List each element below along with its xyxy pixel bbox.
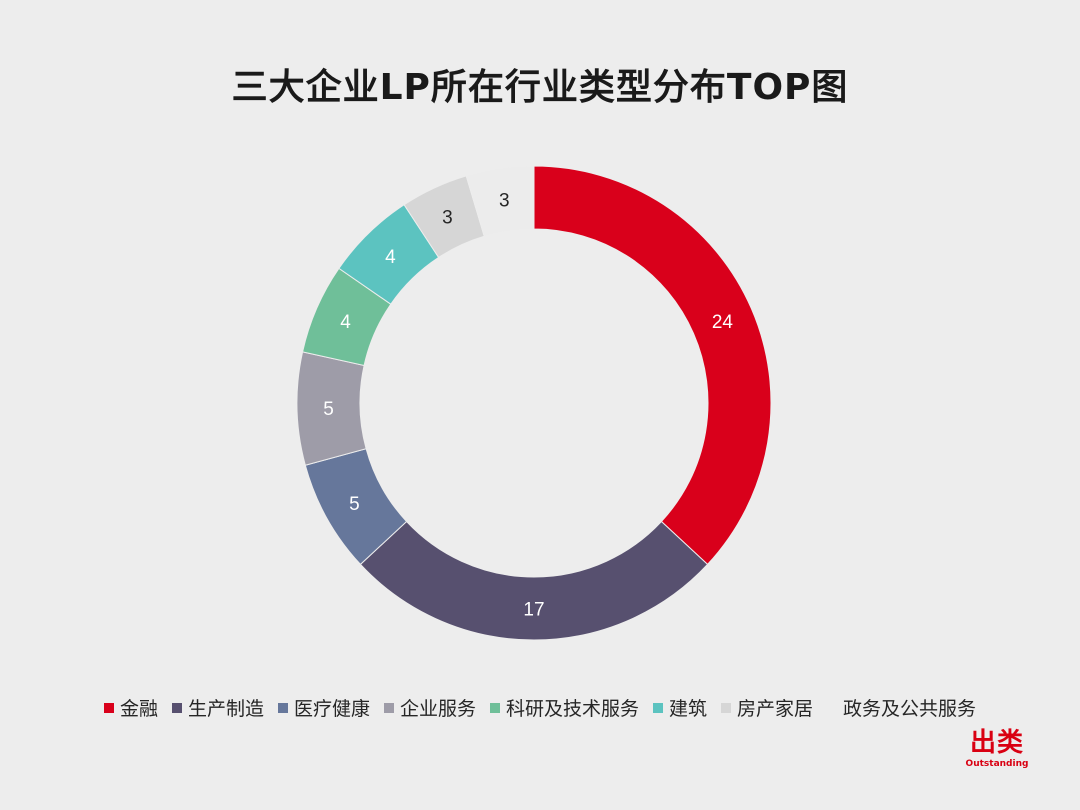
legend-swatch-3 — [383, 702, 394, 713]
legend-swatch-4 — [490, 702, 500, 713]
donut-slice-1 — [359, 520, 709, 641]
legend-item-3: 企业服务 — [383, 694, 476, 721]
brand-name-en: Outstanding — [965, 759, 1029, 769]
legend-label-2: 医疗健康 — [293, 698, 370, 720]
legend-label-0: 金融 — [119, 698, 158, 720]
legend-label-3: 企业服务 — [399, 698, 476, 720]
brand-name-cn: 出类 — [969, 728, 1024, 758]
legend-swatch-0 — [103, 702, 114, 713]
donut-slice-0 — [533, 165, 772, 566]
legend-label-5: 建筑 — [669, 698, 708, 720]
donut-slice-7 — [465, 165, 535, 237]
donut-data-label-7: 3 — [499, 191, 510, 212]
donut-data-label-3: 5 — [323, 399, 334, 420]
brand-logo: 出类 Outstanding — [962, 728, 1032, 770]
legend-swatch-1 — [171, 702, 182, 713]
legend-label-6: 房产家居 — [737, 698, 814, 720]
legend-swatch-7 — [827, 702, 838, 713]
legend-label-4: 科研及技术服务 — [506, 698, 640, 720]
donut-data-label-5: 4 — [385, 247, 396, 268]
legend-item-0: 金融 — [103, 694, 158, 721]
legend-swatch-5 — [653, 702, 664, 713]
legend-item-7: 政务及公共服务 — [827, 694, 976, 721]
donut-data-label-4: 4 — [340, 312, 351, 333]
donut-data-label-1: 17 — [523, 600, 544, 621]
legend-swatch-2 — [277, 702, 288, 713]
donut-data-label-0: 24 — [712, 312, 734, 333]
legend-item-2: 医疗健康 — [277, 694, 370, 721]
legend-item-4: 科研及技术服务 — [490, 694, 639, 721]
legend-swatch-6 — [721, 702, 732, 713]
chart-title: 三大企业LP所在行业类型分布TOP图 — [231, 67, 849, 108]
legend-label-1: 生产制造 — [187, 698, 264, 720]
legend-item-6: 房产家居 — [721, 694, 813, 721]
donut-data-label-6: 3 — [442, 208, 453, 229]
chart-legend: 金融 生产制造 医疗健康 企业服务 科研及技术服务 建筑 房产家居 政务及公共服务 — [0, 694, 1080, 721]
donut-data-label-2: 5 — [349, 494, 360, 515]
legend-label-7: 政务及公共服务 — [843, 698, 977, 720]
legend-item-5: 建筑 — [653, 694, 707, 721]
legend-item-1: 生产制造 — [171, 694, 264, 721]
